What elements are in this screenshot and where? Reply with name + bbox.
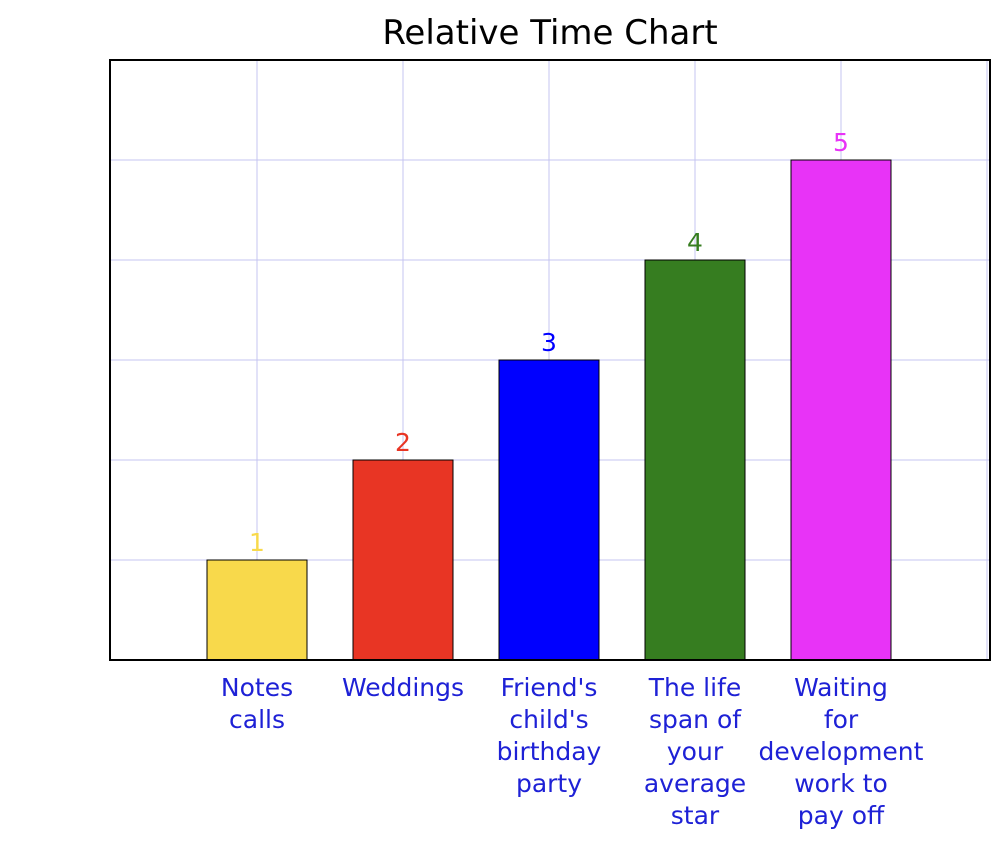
bar	[790, 159, 892, 661]
category-label-line: Waiting	[794, 673, 888, 702]
category-label-line: span of	[649, 705, 742, 734]
category-label: The life span of your average star	[644, 673, 746, 830]
bar	[498, 359, 600, 661]
chart-title: Relative Time Chart	[382, 13, 717, 53]
plot-frame	[109, 59, 991, 661]
category-label-line: development	[759, 737, 924, 766]
category-label-line: work to	[794, 769, 888, 798]
category-label: Weddings	[342, 673, 464, 702]
category-label: Notes calls	[221, 673, 293, 734]
value-label: 2	[395, 428, 411, 457]
value-label: 1	[249, 528, 265, 557]
category-label-line: birthday	[497, 737, 602, 766]
category-label-line: Weddings	[342, 673, 464, 702]
value-label: 4	[687, 228, 703, 257]
bar-layer	[206, 159, 892, 661]
bar	[644, 259, 746, 661]
category-label-line: star	[671, 801, 720, 830]
category-label-line: pay off	[798, 801, 885, 830]
category-label-line: The life	[648, 673, 742, 702]
category-label-line: child's	[509, 705, 588, 734]
category-label: Friend's child's birthday party	[497, 673, 602, 798]
bar	[206, 559, 308, 661]
category-label-line: for	[824, 705, 859, 734]
value-label: 3	[541, 328, 557, 357]
category-label-line: your	[667, 737, 724, 766]
label-layer: 1 Notes calls 2 Weddings 3 Friend's child's birt…	[221, 128, 924, 830]
value-label: 5	[833, 128, 849, 157]
category-label-line: average	[644, 769, 746, 798]
category-label-line: Notes	[221, 673, 293, 702]
category-label-line: Friend's	[501, 673, 598, 702]
bar	[352, 459, 454, 661]
category-label-line: calls	[229, 705, 285, 734]
category-label: Waiting for development work to pay off	[759, 673, 924, 830]
category-label-line: party	[516, 769, 582, 798]
